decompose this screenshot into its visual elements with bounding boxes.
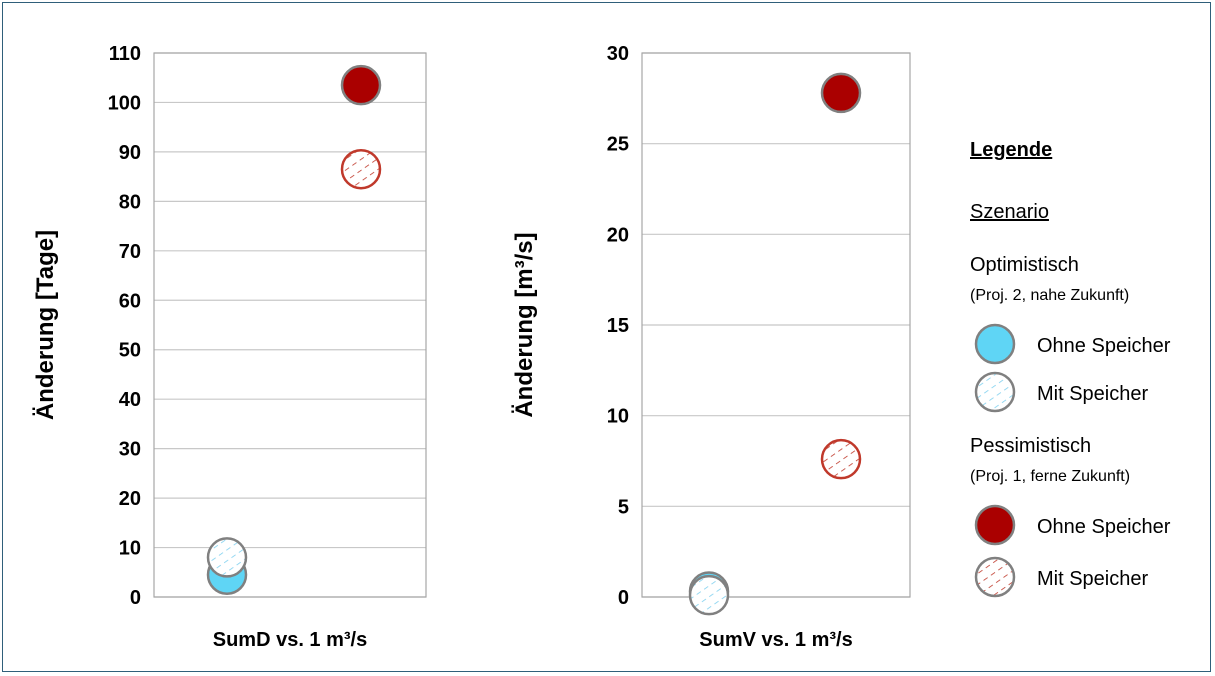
legend-group-pessimistic: Pessimistisch — [970, 435, 1091, 457]
x-axis-label: SumV vs. 1 m³/s — [699, 629, 852, 651]
data-points — [688, 72, 862, 616]
chart-sumd: 0 10 20 30 40 50 60 70 80 90 100 110 Änderung [Tage… — [32, 43, 427, 651]
plot-area — [153, 52, 427, 598]
point-pes-mit — [820, 438, 862, 480]
y-tick-label: 80 — [119, 191, 141, 213]
grid-lines — [154, 52, 426, 598]
grid-lines — [642, 52, 910, 598]
legend-group-optimistic: Optimistisch — [970, 254, 1079, 276]
y-tick-label: 40 — [119, 389, 141, 411]
legend-group-pessimistic-detail: (Proj. 1, ferne Zukunft) — [970, 468, 1130, 485]
legend: Legende Szenario Optimistisch (Proj. 2, … — [970, 139, 1171, 598]
legend-marker-pes-solid — [974, 504, 1016, 546]
data-points — [206, 64, 382, 595]
legend-label-pes-mit: Mit Speicher — [1037, 568, 1148, 590]
legend-label-opt-mit: Mit Speicher — [1037, 383, 1148, 405]
plot-area — [641, 52, 911, 598]
point-pes-ohne — [340, 64, 382, 106]
y-tick-label: 30 — [607, 43, 629, 65]
y-tick-label: 10 — [607, 406, 629, 428]
y-tick-labels: 0 5 10 15 20 25 30 — [607, 43, 629, 609]
y-tick-label: 90 — [119, 142, 141, 164]
legend-marker-opt-hatch — [974, 371, 1016, 413]
y-tick-label: 30 — [119, 439, 141, 461]
y-tick-label: 15 — [607, 315, 629, 337]
legend-title: Legende — [970, 139, 1052, 161]
y-tick-label: 110 — [109, 43, 141, 65]
legend-marker-opt-solid — [974, 323, 1016, 365]
y-tick-label: 0 — [130, 587, 141, 609]
y-axis-label: Änderung [m³/s] — [511, 232, 538, 417]
point-pes-ohne — [820, 72, 862, 114]
y-tick-label: 20 — [607, 224, 629, 246]
chart-sumv: 0 5 10 15 20 25 30 Änderung [m³/s] SumV vs. 1 … — [511, 43, 911, 651]
legend-marker-pes-hatch — [974, 556, 1016, 598]
legend-subtitle: Szenario — [970, 201, 1049, 223]
y-tick-labels: 0 10 20 30 40 50 60 70 80 90 100 110 — [108, 43, 141, 609]
y-tick-label: 5 — [618, 496, 629, 518]
y-tick-label: 50 — [119, 340, 141, 362]
legend-label-pes-ohne: Ohne Speicher — [1037, 516, 1171, 538]
legend-label-opt-ohne: Ohne Speicher — [1037, 335, 1171, 357]
x-axis-label: SumD vs. 1 m³/s — [213, 629, 368, 651]
point-opt-mit — [688, 574, 730, 616]
y-tick-label: 60 — [119, 290, 141, 312]
y-axis-label: Änderung [Tage] — [32, 230, 59, 420]
y-tick-label: 100 — [108, 92, 141, 114]
y-tick-label: 70 — [119, 241, 141, 263]
y-tick-label: 20 — [119, 488, 141, 510]
y-tick-label: 10 — [119, 538, 141, 560]
y-tick-label: 25 — [607, 134, 629, 156]
legend-group-optimistic-detail: (Proj. 2, nahe Zukunft) — [970, 287, 1129, 304]
point-pes-mit — [340, 148, 382, 190]
y-tick-label: 0 — [618, 587, 629, 609]
point-opt-mit — [206, 537, 248, 578]
